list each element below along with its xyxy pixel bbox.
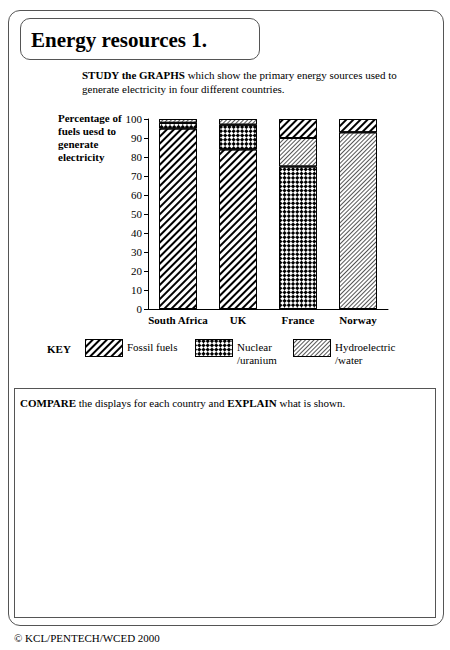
svg-text:10: 10 bbox=[131, 284, 143, 296]
svg-text:South Africa: South Africa bbox=[148, 314, 208, 326]
html-text:KEY: KEY bbox=[47, 343, 71, 355]
svg-text:20: 20 bbox=[131, 265, 143, 277]
html-text:Fossil fuels: Fossil fuels bbox=[127, 341, 178, 353]
svg-text:30: 30 bbox=[131, 246, 143, 258]
svg-text:50: 50 bbox=[131, 208, 143, 220]
svg-text:0: 0 bbox=[137, 303, 143, 315]
html-text:Nuclear: Nuclear bbox=[237, 341, 272, 353]
svg-text:70: 70 bbox=[131, 170, 143, 182]
html-text:/water: /water bbox=[335, 354, 363, 366]
svg-text:UK: UK bbox=[230, 314, 247, 326]
svg-text:France: France bbox=[282, 314, 315, 326]
html-text:STUDY the GRAPHS which show th: STUDY the GRAPHS which show the primary … bbox=[82, 69, 397, 95]
html-text:COMPARE the displays for each: COMPARE the displays for each country an… bbox=[20, 397, 346, 409]
svg-text:Norway: Norway bbox=[339, 314, 377, 326]
svg-text:60: 60 bbox=[131, 189, 143, 201]
html-text:Percentage of fuels uesd to ge: Percentage of fuels uesd to generate ele… bbox=[58, 112, 122, 163]
html-text:Energy resources 1.: Energy resources 1. bbox=[31, 28, 207, 52]
svg-text:90: 90 bbox=[131, 132, 143, 144]
html-text:/uranium: /uranium bbox=[237, 354, 277, 366]
svg-text:40: 40 bbox=[131, 227, 143, 239]
svg-text:80: 80 bbox=[131, 151, 143, 163]
svg-text:100: 100 bbox=[126, 113, 143, 125]
html-text:© KCL/PENTECH/WCED 2000: © KCL/PENTECH/WCED 2000 bbox=[14, 632, 160, 644]
html-text:Hydroelectric: Hydroelectric bbox=[335, 341, 396, 353]
